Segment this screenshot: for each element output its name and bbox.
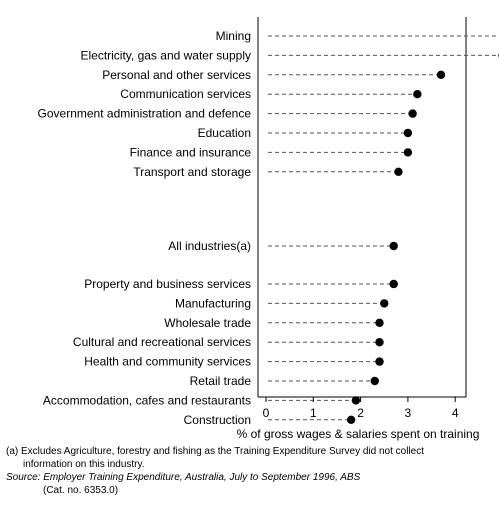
dot-plot-chart: Mining Electricity, gas and water supply P… xyxy=(38,17,499,441)
category-label: Education xyxy=(198,126,251,140)
x-tick-label: 2 xyxy=(357,406,364,420)
category-label: All industries(a) xyxy=(168,239,251,253)
data-point xyxy=(380,299,389,308)
category-label: Wholesale trade xyxy=(164,316,251,330)
data-point xyxy=(375,338,384,347)
data-point xyxy=(389,241,398,251)
x-tick-label: 0 xyxy=(263,406,270,420)
data-point xyxy=(346,415,356,424)
x-tick-label: 1 xyxy=(310,406,317,420)
x-axis-title: % of gross wages & salaries spent on tra… xyxy=(237,427,480,441)
data-point xyxy=(375,357,384,366)
data-point xyxy=(351,396,361,405)
category-label: Retail trade xyxy=(190,374,252,388)
source-text: Employer Training Expenditure, Australia… xyxy=(43,472,361,483)
data-point xyxy=(370,376,379,386)
footnote-a-line1: (a) Excludes Agriculture, forestry and f… xyxy=(6,446,424,457)
data-point xyxy=(413,90,422,99)
data-point xyxy=(375,318,384,327)
category-label: Health and community services xyxy=(84,355,251,369)
source-label: Source: xyxy=(6,472,41,483)
x-tick-label: 4 xyxy=(452,406,459,420)
chart-notes: (a) Excludes Agriculture, forestry and f… xyxy=(6,445,486,497)
category-label: Finance and insurance xyxy=(130,145,252,159)
footnote-a-line2: information on this industry. xyxy=(23,459,145,470)
source-line: Source: Employer Training Expenditure, A… xyxy=(6,471,486,497)
category-label: Personal and other services xyxy=(102,68,251,82)
category-label: Government administration and defence xyxy=(38,107,252,121)
category-label: Mining xyxy=(216,29,251,43)
data-point xyxy=(403,128,413,138)
category-label: Cultural and recreational services xyxy=(73,335,251,349)
x-tick-label: 3 xyxy=(405,406,412,420)
catalogue-number: (Cat. no. 6353.0) xyxy=(43,485,119,496)
data-point xyxy=(403,148,413,157)
footnote-a: (a) Excludes Agriculture, forestry and f… xyxy=(6,445,486,471)
category-label: Construction xyxy=(184,413,251,427)
category-label: Electricity, gas and water supply xyxy=(80,48,251,62)
category-label: Accommodation, cafes and restaurants xyxy=(43,393,251,407)
data-point xyxy=(436,70,446,80)
data-point xyxy=(394,167,403,176)
category-label: Transport and storage xyxy=(133,165,251,179)
data-point xyxy=(389,279,398,289)
data-point xyxy=(408,109,417,118)
category-label: Communication services xyxy=(120,87,251,101)
category-label: Property and business services xyxy=(84,277,251,291)
category-label: Manufacturing xyxy=(175,296,251,310)
